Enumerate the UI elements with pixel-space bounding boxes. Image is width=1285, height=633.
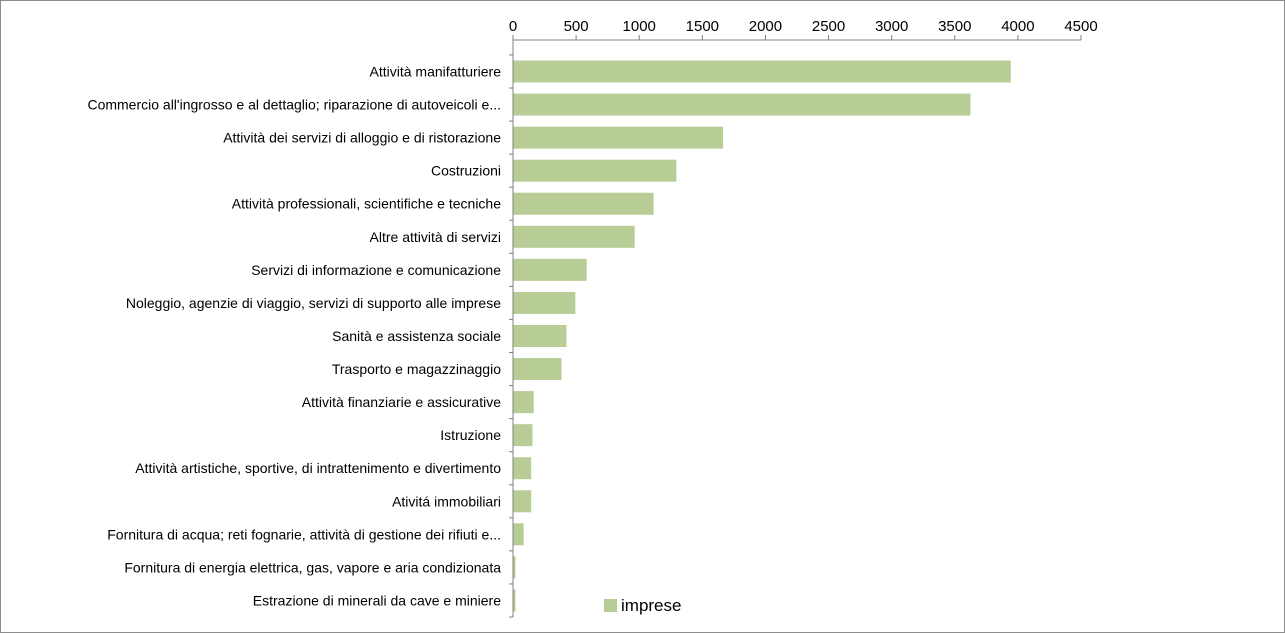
legend: imprese bbox=[604, 596, 681, 615]
x-tick-label: 2500 bbox=[812, 18, 845, 35]
x-axis: 0 500 1000 1500 2000 2500 3000 3500 4000 4500 bbox=[509, 18, 1098, 41]
bar bbox=[513, 358, 562, 381]
bar bbox=[513, 556, 516, 579]
category-label: Fornitura di acqua; reti fognarie, attiv… bbox=[107, 526, 501, 542]
x-tick-label: 4500 bbox=[1064, 18, 1097, 35]
category-label: Ativitá immobiliari bbox=[392, 493, 501, 509]
bar bbox=[513, 324, 567, 347]
x-tick-label: 4000 bbox=[1001, 18, 1034, 35]
x-tick-label: 3500 bbox=[938, 18, 971, 35]
category-label: Istruzione bbox=[440, 427, 501, 443]
legend-label: imprese bbox=[621, 596, 681, 615]
legend-swatch bbox=[604, 599, 617, 612]
bar bbox=[513, 589, 516, 612]
category-label: Sanità e assistenza sociale bbox=[332, 328, 501, 344]
bar bbox=[513, 159, 677, 182]
category-label: Attività manifatturiere bbox=[370, 64, 502, 80]
y-axis: Attività manifatturiere Commercio all'ing… bbox=[87, 40, 514, 618]
category-label: Noleggio, agenzie di viaggio, servizi di… bbox=[126, 295, 501, 311]
category-label: Attività professionali, scientifiche e t… bbox=[232, 196, 501, 212]
x-tick-label: 0 bbox=[509, 18, 517, 35]
category-label: Costruzioni bbox=[431, 163, 501, 179]
category-label: Fornitura di energia elettrica, gas, vap… bbox=[124, 559, 501, 575]
x-tick-label: 2000 bbox=[749, 18, 782, 35]
x-tick-label: 1500 bbox=[686, 18, 719, 35]
category-label: Commercio all'ingrosso e al dettaglio; r… bbox=[87, 97, 501, 113]
category-label: Altre attività di servizi bbox=[370, 229, 501, 245]
bar-series bbox=[513, 60, 1011, 612]
category-label: Trasporto e magazzinaggio bbox=[332, 361, 501, 377]
bar bbox=[513, 424, 533, 447]
bar bbox=[513, 490, 532, 513]
category-label: Attività dei servizi di alloggio e di ri… bbox=[223, 130, 501, 146]
category-label: Estrazione di minerali da cave e miniere bbox=[253, 592, 501, 608]
x-tick-label: 1000 bbox=[623, 18, 656, 35]
bar bbox=[513, 225, 635, 248]
bar bbox=[513, 523, 524, 546]
bar bbox=[513, 126, 724, 149]
category-label: Attività finanziarie e assicurative bbox=[302, 394, 501, 410]
bar bbox=[513, 291, 576, 314]
bar bbox=[513, 192, 654, 215]
bar bbox=[513, 258, 587, 281]
bar bbox=[513, 93, 971, 116]
bar bbox=[513, 391, 534, 414]
bar bbox=[513, 60, 1011, 83]
category-label: Servizi di informazione e comunicazione bbox=[251, 262, 501, 278]
bar bbox=[513, 457, 532, 480]
category-label: Attività artistiche, sportive, di intrat… bbox=[135, 460, 501, 476]
x-tick-label: 3000 bbox=[875, 18, 908, 35]
x-tick-label: 500 bbox=[564, 18, 589, 35]
